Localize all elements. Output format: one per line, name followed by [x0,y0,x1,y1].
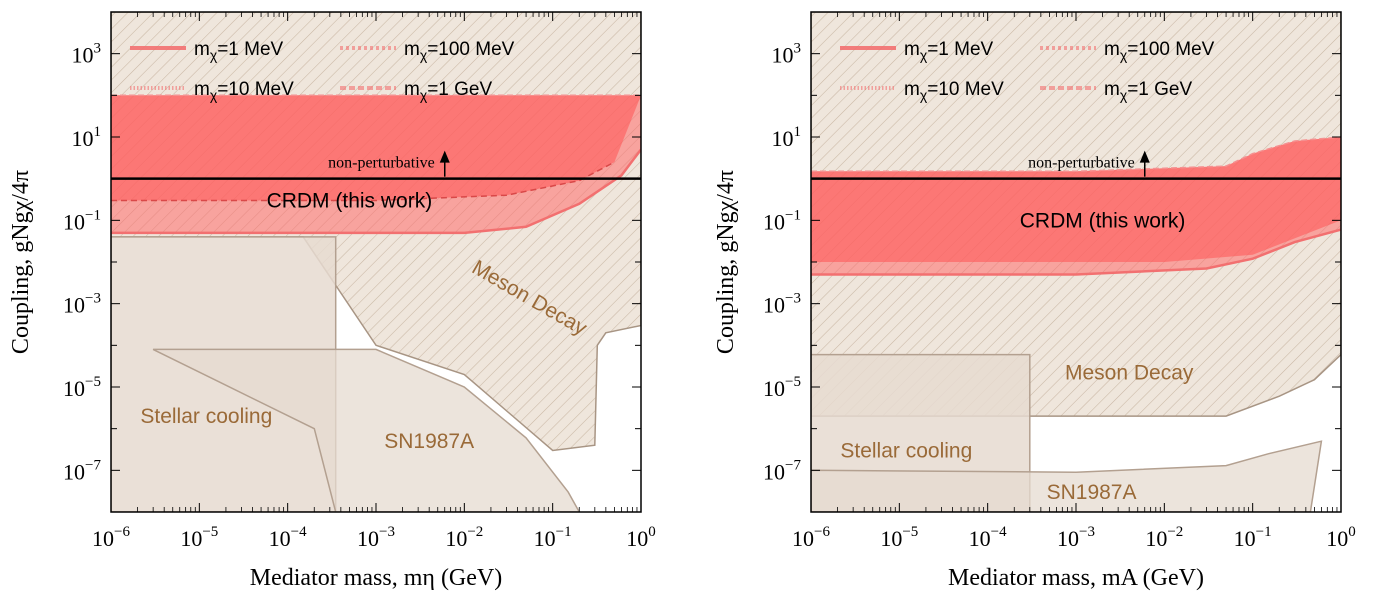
crdm-band-inner [811,137,1341,262]
y-tick-label: 10−7 [63,457,101,484]
x-tick-label: 10−6 [92,524,130,551]
sn1987a-label: SN1987A [384,430,474,453]
legend: mχ=1 MeV mχ=100 MeV mχ=10 MeV mχ=1 GeV [130,39,515,103]
non-perturbative-label: non-perturbative [328,155,435,172]
stellar-cooling-label: Stellar cooling [140,405,272,428]
meson-decay-label: Meson Decay [1065,362,1194,385]
y-tick-label: 103 [72,41,102,68]
x-tick-label: 10−1 [1234,524,1272,551]
x-tick-label: 10−1 [534,524,572,551]
legend-entry: mχ=10 MeV [904,79,1004,103]
y-tick-label: 10−3 [63,291,101,318]
y-axis-title: Coupling, gNgχ/4π [8,170,34,354]
crdm-upper-edge [811,136,1341,173]
y-tick-label: 10−1 [63,207,101,234]
x-tick-label: 100 [1326,524,1356,551]
legend-entry: mχ=1 GeV [1104,79,1192,103]
x-tick-label: 10−5 [180,524,218,551]
y-tick-label: 101 [772,124,802,151]
y-axis-title: Coupling, gNgχ/4π [713,170,739,354]
stellar-cooling-label: Stellar cooling [840,439,972,462]
x-tick-label: 10−3 [357,524,395,551]
x-tick-label: 10−6 [792,524,830,551]
x-tick-label: 10−2 [1145,524,1183,551]
crdm-dashed-edge [111,161,615,202]
legend-entry: mχ=10 MeV [194,79,294,103]
sn1987a-region [152,348,581,512]
legend-entry: mχ=1 MeV [194,39,284,63]
y-tick-label: 10−5 [63,374,101,401]
legend-entry: mχ=1 MeV [904,39,994,63]
y-tick-label: 10−7 [763,457,801,484]
x-tick-label: 10−4 [969,524,1007,551]
x-tick-label: 10−4 [269,524,307,551]
x-tick-label: 10−2 [445,524,483,551]
x-tick-label: 10−3 [1057,524,1095,551]
x-axis-title: Mediator mass, mA (GeV) [948,565,1204,591]
y-tick-label: 10−3 [763,291,801,318]
crdm-label: CRDM (this work) [1020,209,1186,232]
y-tick-label: 10−5 [763,374,801,401]
legend: mχ=1 MeV mχ=100 MeV mχ=10 MeV mχ=1 GeV [840,39,1215,103]
ticks [810,11,1342,513]
crdm-label: CRDM (this work) [267,189,433,212]
legend-entry: mχ=100 MeV [1104,39,1215,63]
y-tick-label: 103 [772,41,802,68]
crdm-lower-edge [811,228,1341,276]
crdm-band-inner [111,95,641,201]
y-tick-label: 101 [72,124,102,151]
perturbative-arrow-head [439,150,450,163]
plot-area [111,12,641,512]
ticks [110,11,642,513]
right-panel: non-perturbative CRDM (this work) Meson De… [713,11,1356,591]
perturbative-arrow-head [1139,150,1150,163]
non-perturbative-label: non-perturbative [1028,155,1135,172]
x-tick-label: 10−5 [880,524,918,551]
x-tick-label: 100 [626,524,656,551]
sn1987a-label: SN1987A [1047,481,1137,504]
legend-entry: mχ=100 MeV [404,39,515,63]
legend-entry: mχ=1 GeV [404,79,492,103]
plot-area [811,12,1341,512]
crdm-lower-edge [111,148,641,235]
sn1987a-region [811,440,1323,512]
y-tick-label: 10−1 [763,207,801,234]
x-axis-title: Mediator mass, mη (GeV) [250,565,503,591]
